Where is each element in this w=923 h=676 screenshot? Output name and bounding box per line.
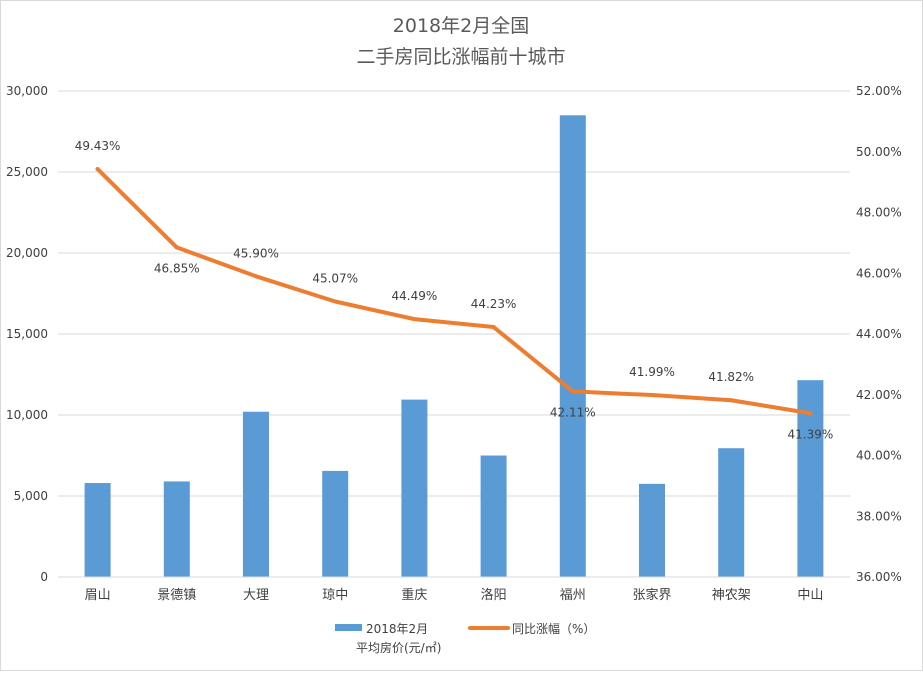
- legend-label-bar-line-2: 平均房价(元/㎡): [356, 640, 441, 655]
- data-label: 45.90%: [233, 246, 279, 260]
- bar: [163, 481, 190, 577]
- data-label: 45.07%: [312, 271, 358, 285]
- chart-title-line-2: 二手房同比涨幅前十城市: [356, 46, 565, 68]
- line-point: [570, 389, 575, 394]
- data-label: 46.85%: [154, 261, 200, 275]
- data-labels: 49.43% 46.85% 45.90% 45.07% 44.49% 44.23% 42.1…: [75, 139, 834, 441]
- bar: [84, 483, 111, 577]
- y-left-tick-label: 5,000: [14, 489, 48, 503]
- x-category-label: 大理: [243, 588, 269, 603]
- line-point: [95, 167, 100, 172]
- x-category-label: 重庆: [401, 587, 427, 603]
- line-point: [808, 411, 813, 416]
- legend-swatch-bar: [335, 624, 362, 631]
- line-point: [333, 299, 338, 304]
- y-left-tick-label: 0: [40, 570, 48, 584]
- y-right-tick-label: 52.00%: [856, 84, 902, 98]
- y-left-tick-label: 25,000: [6, 165, 48, 179]
- bar: [797, 380, 824, 577]
- line-point: [254, 274, 258, 279]
- data-label: 49.43%: [75, 139, 121, 153]
- bar: [718, 448, 745, 577]
- bar: [243, 411, 269, 577]
- y-left-tick-label: 20,000: [6, 246, 48, 260]
- y-left-tick-label: 10,000: [6, 408, 48, 422]
- line-point: [412, 317, 417, 322]
- bar: [322, 470, 349, 577]
- y-right-tick-label: 40.00%: [856, 449, 902, 463]
- line-point: [174, 245, 179, 250]
- data-label: 42.11%: [550, 405, 596, 419]
- x-category-label: 神农架: [712, 588, 751, 603]
- chart-title-line-1: 2018年2月全国: [393, 15, 529, 37]
- y-right-tick-label: 50.00%: [856, 145, 902, 159]
- y-right-tick-label: 38.00%: [856, 509, 902, 523]
- data-label: 41.39%: [788, 427, 834, 441]
- x-category-label: 眉山: [85, 588, 111, 603]
- y-left-tick-label: 15,000: [6, 327, 48, 341]
- x-category-label: 洛阳: [481, 588, 507, 603]
- bar-series: [84, 115, 824, 578]
- data-label: 41.99%: [629, 365, 675, 379]
- data-label: 44.23%: [471, 297, 517, 311]
- data-label: 41.82%: [708, 370, 754, 384]
- legend-label-line: 同比涨幅（%）: [512, 621, 595, 636]
- y-right-tick-label: 48.00%: [856, 206, 902, 220]
- y-right-tick-label: 44.00%: [856, 327, 902, 341]
- bar: [639, 483, 665, 577]
- line-point: [650, 393, 654, 398]
- y-right-tick-label: 36.00%: [856, 570, 902, 584]
- y-right-tick-label: 46.00%: [856, 266, 902, 280]
- y-right-tick-label: 42.00%: [856, 388, 902, 402]
- x-category-label: 琼中: [322, 588, 348, 603]
- series-line: [95, 167, 813, 416]
- line-series: [95, 167, 813, 416]
- legend-label-bar-line-1: 2018年2月: [366, 622, 428, 636]
- bar: [401, 399, 428, 577]
- data-label: 44.49%: [392, 289, 438, 303]
- x-category-label: 中山: [797, 588, 823, 603]
- bar: [559, 115, 586, 578]
- y-left-tick-label: 30,000: [6, 84, 48, 98]
- axes: 0 5,000 10,000 15,000 20,000 25,000 30,000 36.0…: [6, 84, 902, 603]
- x-category-label: 景德镇: [157, 588, 196, 603]
- bar: [480, 455, 507, 577]
- line-point: [491, 325, 496, 330]
- x-category-label: 福州: [560, 588, 586, 603]
- line-point: [729, 398, 734, 403]
- x-category-label: 张家界: [632, 587, 671, 603]
